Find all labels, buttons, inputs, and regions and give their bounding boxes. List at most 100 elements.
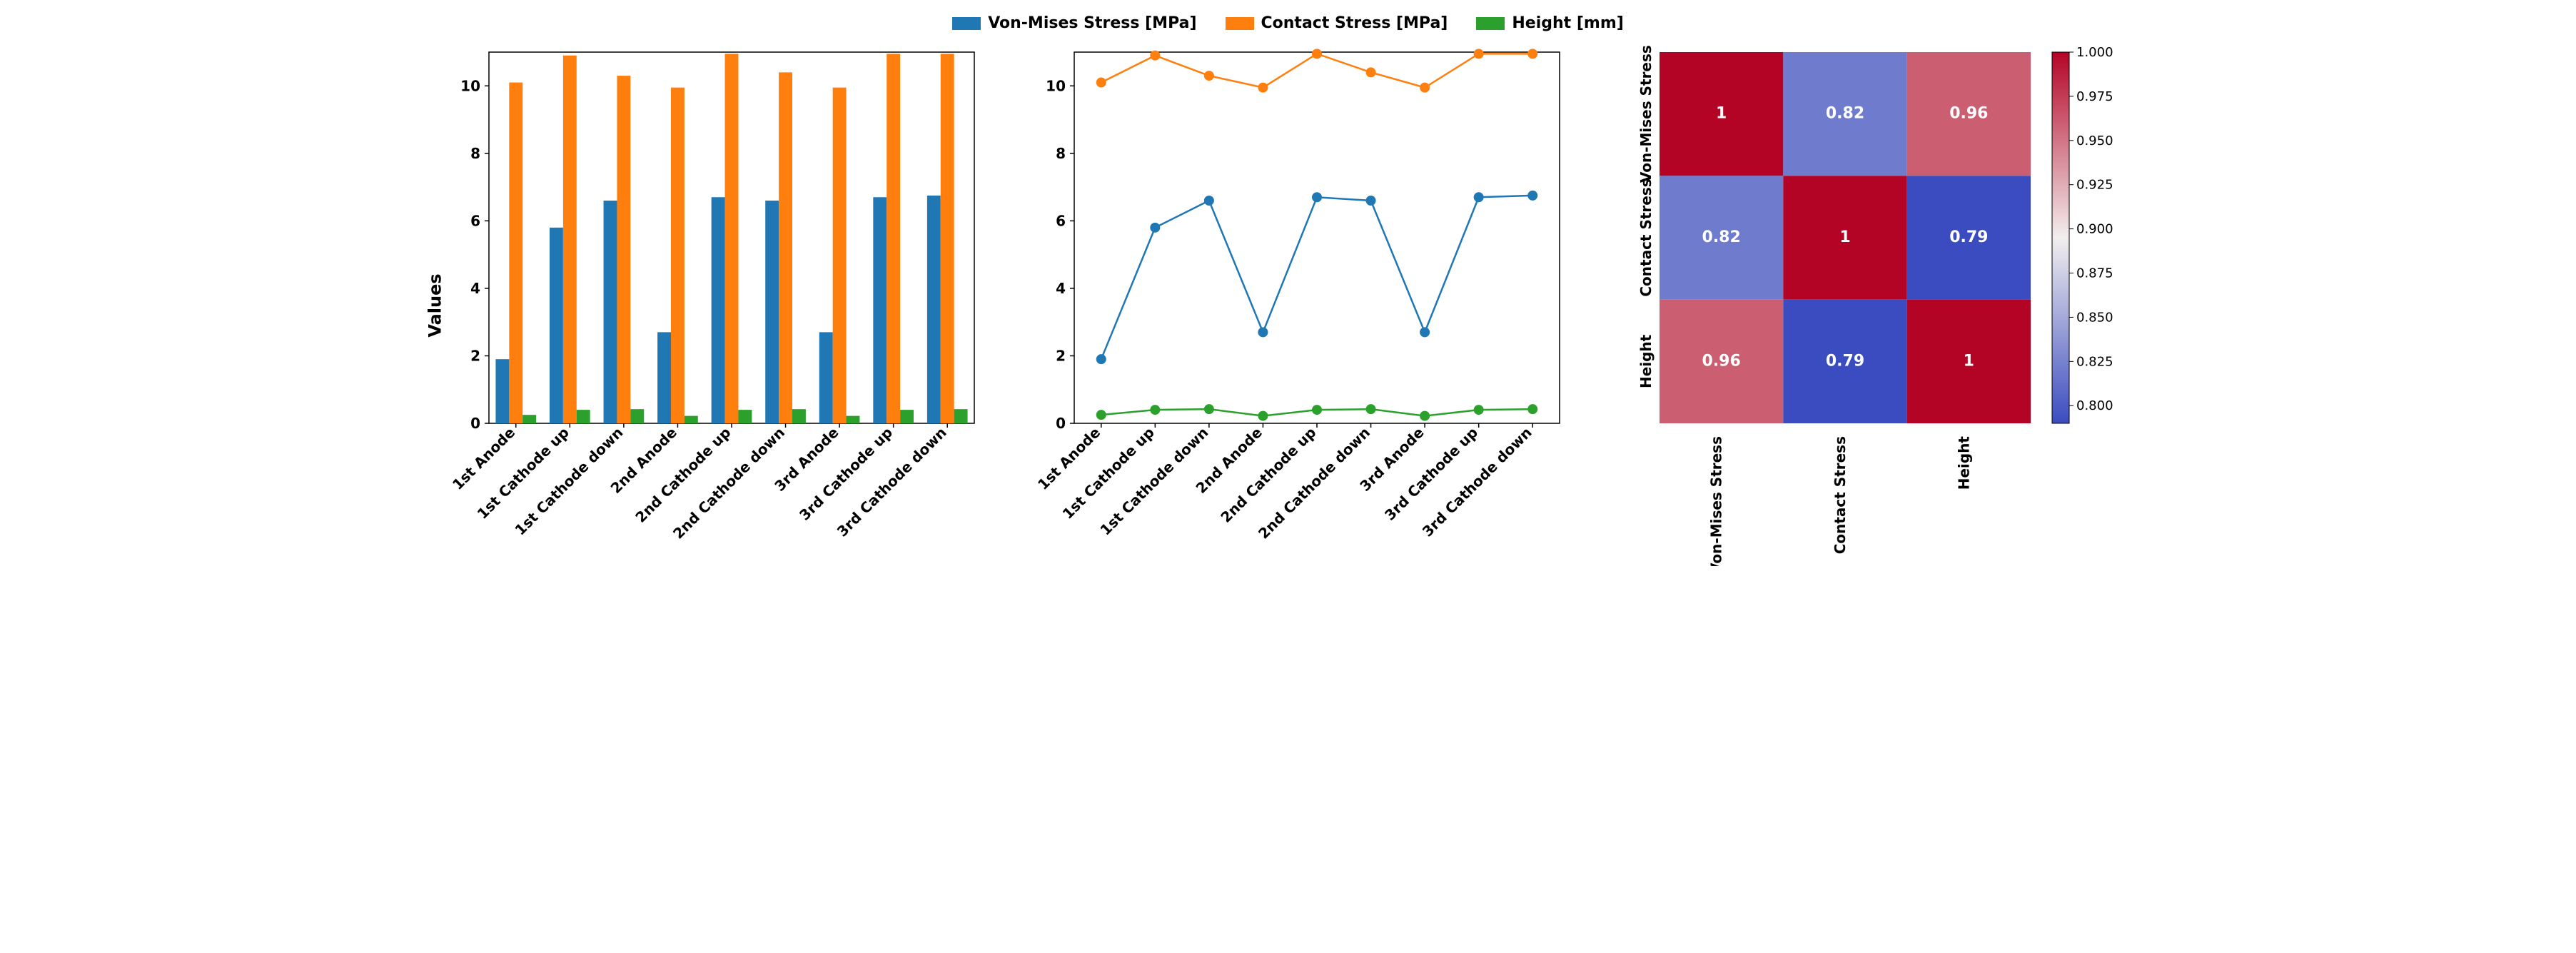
- heatmap-cell-value: 1: [1716, 105, 1727, 123]
- legend-label: Contact Stress [MPa]: [1261, 14, 1448, 32]
- line-marker: [1312, 405, 1322, 415]
- x-tick-label: 2nd Cathode up: [632, 424, 734, 526]
- line-marker: [1527, 404, 1537, 414]
- x-tick-label: 3rd Cathode down: [833, 424, 949, 540]
- bar: [765, 201, 779, 423]
- y-tick-label: 10: [460, 77, 480, 94]
- heatmap-cell-value: 1: [1963, 352, 1974, 370]
- legend: Von-Mises Stress [MPa] Contact Stress [MP…: [952, 14, 1624, 32]
- heatmap-panel: 1 0.82 0.96 0.82 1 0.79 0.96 0.79 1 Von-Mises Str…: [1617, 45, 2131, 566]
- bar: [684, 416, 697, 423]
- line-marker: [1473, 405, 1483, 415]
- heatmap-ylabel: Von-Mises Stress: [1637, 45, 1655, 183]
- heatmap-ylabel: Height: [1637, 334, 1655, 388]
- line-marker: [1365, 196, 1375, 206]
- line-marker: [1150, 51, 1160, 61]
- x-tick-label: 1st Cathode down: [1096, 424, 1211, 539]
- bar: [522, 415, 536, 423]
- line-marker: [1096, 78, 1106, 88]
- legend-label: Height [mm]: [1512, 14, 1623, 32]
- line-marker: [1420, 411, 1430, 421]
- line-chart-panel: 02468101st Anode1st Cathode up1st Cathod…: [1031, 45, 1574, 566]
- legend-item: Contact Stress [MPa]: [1226, 14, 1448, 32]
- bar: [724, 54, 738, 423]
- bar: [550, 228, 563, 423]
- heatmap-cell-value: 0.96: [1949, 105, 1988, 123]
- line-marker: [1203, 71, 1213, 81]
- bar: [576, 410, 590, 423]
- heatmap-cell-value: 0.82: [1825, 105, 1864, 123]
- heatmap-xlabel: Von-Mises Stress: [1707, 436, 1724, 566]
- bar: [900, 410, 914, 423]
- bar: [562, 56, 576, 423]
- colorbar: [2052, 52, 2069, 423]
- heatmap-xlabel: Height: [1955, 436, 1972, 490]
- y-tick-label: 4: [470, 280, 480, 297]
- bar: [926, 196, 940, 423]
- line-marker: [1258, 327, 1268, 337]
- y-tick-label: 4: [1056, 280, 1066, 297]
- x-tick-label: 3rd Cathode up: [1381, 424, 1481, 524]
- y-tick-label: 10: [1046, 77, 1066, 94]
- bar: [671, 88, 685, 423]
- heatmap-cell-value: 0.82: [1702, 228, 1740, 246]
- heatmap: 1 0.82 0.96 0.82 1 0.79 0.96 0.79 1 Von-Mises Str…: [1617, 45, 2131, 566]
- line-marker: [1312, 192, 1322, 202]
- colorbar-tick-label: 0.925: [2076, 178, 2113, 193]
- bar: [846, 416, 859, 423]
- colorbar-tick-label: 0.825: [2076, 354, 2113, 369]
- line-marker: [1420, 327, 1430, 337]
- y-tick-label: 6: [470, 212, 480, 229]
- legend-item: Von-Mises Stress [MPa]: [952, 14, 1196, 32]
- y-tick-label: 6: [1056, 212, 1066, 229]
- y-tick-label: 2: [1056, 347, 1066, 364]
- line-marker: [1527, 49, 1537, 59]
- bar: [779, 72, 792, 423]
- x-tick-label: 2nd Cathode down: [670, 424, 788, 543]
- y-tick-label: 0: [1056, 415, 1066, 432]
- heatmap-cell-value: 0.79: [1825, 352, 1864, 370]
- bar: [887, 54, 900, 423]
- heatmap-cell-value: 0.79: [1949, 228, 1988, 246]
- legend-label: Von-Mises Stress [MPa]: [988, 14, 1196, 32]
- line-marker: [1096, 410, 1106, 420]
- line-marker: [1150, 223, 1160, 233]
- line-marker: [1312, 49, 1322, 59]
- line-marker: [1203, 196, 1213, 206]
- bar: [711, 197, 724, 423]
- bar: [617, 76, 630, 423]
- heatmap-cell-value: 1: [1839, 228, 1850, 246]
- line-marker: [1150, 405, 1160, 415]
- y-tick-label: 8: [470, 145, 480, 162]
- bar: [509, 83, 522, 423]
- x-tick-label: 1st Cathode up: [473, 424, 572, 523]
- line-marker: [1473, 49, 1483, 59]
- line-marker: [1527, 191, 1537, 201]
- legend-swatch: [952, 17, 981, 30]
- x-tick-label: 3rd Cathode up: [796, 424, 896, 524]
- colorbar-tick-label: 0.850: [2076, 310, 2113, 325]
- legend-item: Height [mm]: [1476, 14, 1623, 32]
- x-tick-label: 3rd Cathode down: [1418, 424, 1535, 540]
- line-marker: [1365, 67, 1375, 77]
- legend-swatch: [1476, 17, 1505, 30]
- figure: Von-Mises Stress [MPa] Contact Stress [MP…: [14, 14, 2562, 566]
- panels-row: Values 02468101st Anode1st Cathode up1st…: [14, 45, 2562, 566]
- y-tick-label: 8: [1056, 145, 1066, 162]
- x-tick-label: 1st Cathode down: [511, 424, 626, 539]
- line-marker: [1473, 192, 1483, 202]
- y-tick-label: 2: [470, 347, 480, 364]
- bar: [954, 409, 967, 423]
- x-tick-label: 2nd Cathode up: [1217, 424, 1319, 526]
- bar-chart-ylabel: Values: [425, 273, 445, 337]
- heatmap-xlabel: Contact Stress: [1832, 436, 1849, 554]
- x-tick-label: 1st Cathode up: [1059, 424, 1157, 523]
- bar: [940, 54, 954, 423]
- colorbar-tick-label: 0.975: [2076, 89, 2113, 104]
- heatmap-cell-value: 0.96: [1702, 352, 1740, 370]
- bar: [819, 332, 832, 423]
- bar: [738, 410, 752, 423]
- line-marker: [1420, 83, 1430, 93]
- bar: [832, 88, 846, 423]
- line-marker: [1258, 83, 1268, 93]
